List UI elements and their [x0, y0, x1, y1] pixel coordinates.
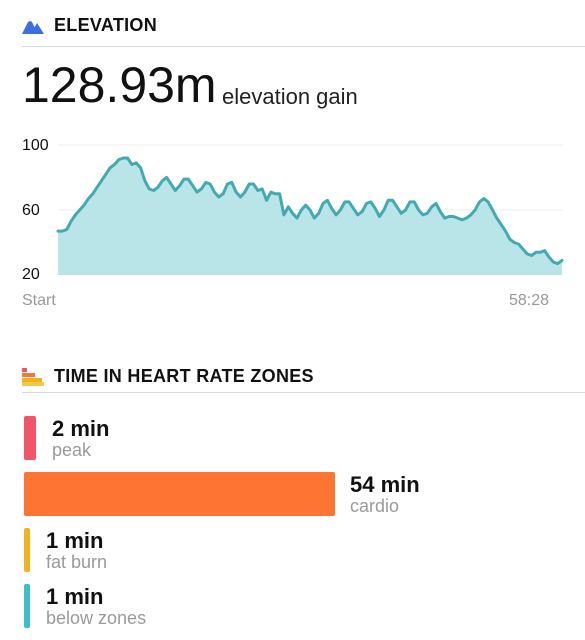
elevation-line — [56, 156, 564, 266]
elevation-area — [58, 158, 562, 275]
zone-value-peak: 2 min — [52, 416, 110, 441]
elevation-chart — [56, 144, 564, 275]
y-tick-label: 60 — [22, 202, 40, 219]
zone-value-cardio: 54 min — [350, 472, 420, 497]
x-start-label: Start — [22, 292, 56, 309]
x-end-label: 58:28 — [509, 292, 550, 309]
elevation-title: ELEVATION — [54, 14, 158, 35]
zone-name-cardio: cardio — [350, 496, 400, 516]
heart-zones-icon — [22, 367, 44, 386]
elevation-gain-value: 128.93m — [22, 57, 217, 113]
elevation-header: ELEVATION — [22, 14, 157, 36]
y-tick-label: 20 — [22, 266, 40, 283]
zone-bar-below-zones — [24, 584, 30, 628]
elevation-divider — [22, 46, 585, 47]
zone-value-below-zones: 1 min — [46, 584, 104, 609]
zone-name-fat-burn: fat burn — [46, 552, 108, 572]
zone-bar-peak — [24, 416, 36, 460]
mountain-icon — [22, 18, 44, 34]
zone-bar-fat-burn — [24, 528, 30, 572]
zone-name-peak: peak — [52, 440, 92, 460]
heart-zones-header: TIME IN HEART RATE ZONES — [22, 366, 314, 387]
heart-zones-divider — [22, 392, 585, 393]
zone-value-fat-burn: 1 min — [46, 528, 104, 553]
elevation-gain-label: elevation gain — [222, 84, 358, 109]
heart-zones-title: TIME IN HEART RATE ZONES — [54, 366, 314, 386]
y-tick-label: 100 — [22, 137, 49, 154]
zone-name-below-zones: below zones — [46, 608, 147, 628]
zone-bar-cardio — [24, 472, 335, 516]
